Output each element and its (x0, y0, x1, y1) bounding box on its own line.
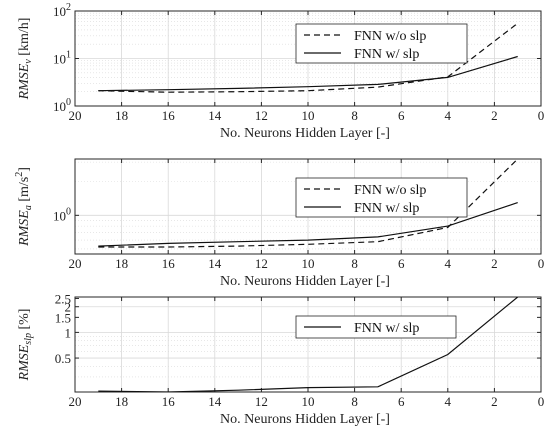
x-axis-label: No. Neurons Hidden Layer [-] (220, 412, 390, 427)
x-tick-label: 4 (445, 256, 452, 271)
x-tick-label: 20 (69, 256, 82, 271)
x-tick-label: 8 (351, 394, 358, 409)
x-tick-label: 16 (162, 256, 176, 271)
x-tick-label: 18 (115, 256, 128, 271)
legend-box (295, 315, 457, 339)
legend-label: FNN w/o slp (354, 29, 426, 44)
series-line-with-slp (98, 297, 519, 392)
legend: FNN w/o slp FNN w/ slp (295, 177, 468, 218)
legend-label: FNN w/ slp (354, 201, 419, 216)
x-tick-label: 16 (162, 108, 176, 123)
y-tick-label: 100 (53, 97, 71, 114)
x-tick-label: 8 (351, 108, 358, 123)
x-tick-label: 6 (398, 256, 405, 271)
y-tick-label: 2 (65, 300, 72, 315)
grid (74, 297, 542, 393)
legend-label: FNN w/o slp (354, 183, 426, 198)
x-tick-label: 6 (398, 394, 405, 409)
x-tick-label: 0 (538, 394, 545, 409)
x-tick-label: 4 (445, 394, 452, 409)
legend-box (295, 177, 468, 218)
y-tick-label: 1 (65, 325, 72, 340)
x-tick-label: 10 (302, 256, 315, 271)
x-tick-label: 10 (302, 394, 315, 409)
chart-panel-3: 20 18 16 14 12 10 8 6 4 2 00.511.522.5No. Neurons … (17, 291, 544, 427)
x-tick-label: 6 (398, 108, 405, 123)
x-tick-label: 20 (69, 394, 82, 409)
x-tick-label: 12 (255, 108, 268, 123)
x-tick-label: 18 (115, 394, 128, 409)
legend-label: FNN w/ slp (354, 321, 419, 336)
y-tick-label: 101 (53, 50, 71, 67)
x-tick-label: 2 (491, 108, 498, 123)
legend: FNN w/o slp FNN w/ slp (295, 23, 468, 64)
x-tick-label: 14 (208, 394, 222, 409)
series-line-with-slp (98, 55, 518, 92)
x-axis-label: No. Neurons Hidden Layer [-] (220, 126, 390, 141)
x-tick-label: 18 (115, 108, 128, 123)
x-tick-label: 2 (491, 394, 498, 409)
legend: FNN w/ slp (295, 315, 457, 339)
legend-label: FNN w/ slp (354, 47, 419, 62)
y-tick-label: 1.5 (55, 310, 71, 325)
x-axis-label: No. Neurons Hidden Layer [-] (220, 274, 390, 289)
y-tick-label: 2.5 (55, 291, 71, 306)
x-tick-label: 8 (351, 256, 358, 271)
y-tick-label: 100 (53, 206, 71, 223)
x-tick-label: 14 (208, 256, 222, 271)
y-axis-label: RMSEv [km/h] (17, 18, 34, 101)
y-tick-label: 102 (53, 2, 71, 19)
x-tick-label: 0 (538, 256, 545, 271)
x-tick-label: 20 (69, 108, 82, 123)
x-tick-label: 4 (445, 108, 452, 123)
legend-box (295, 23, 468, 64)
y-tick-label: 0.5 (55, 351, 71, 366)
x-tick-label: 12 (255, 256, 268, 271)
x-tick-label: 16 (162, 394, 176, 409)
x-tick-label: 2 (491, 256, 498, 271)
x-tick-label: 0 (538, 108, 545, 123)
x-tick-label: 10 (302, 108, 315, 123)
y-axis-label: RMSEslp [%] (17, 309, 34, 382)
y-axis-label: RMSEa [m/s2] (14, 167, 34, 247)
series-line-with-slp (98, 202, 518, 247)
x-tick-label: 12 (255, 394, 268, 409)
x-tick-label: 14 (208, 108, 222, 123)
series-line-without-slp (98, 159, 519, 248)
